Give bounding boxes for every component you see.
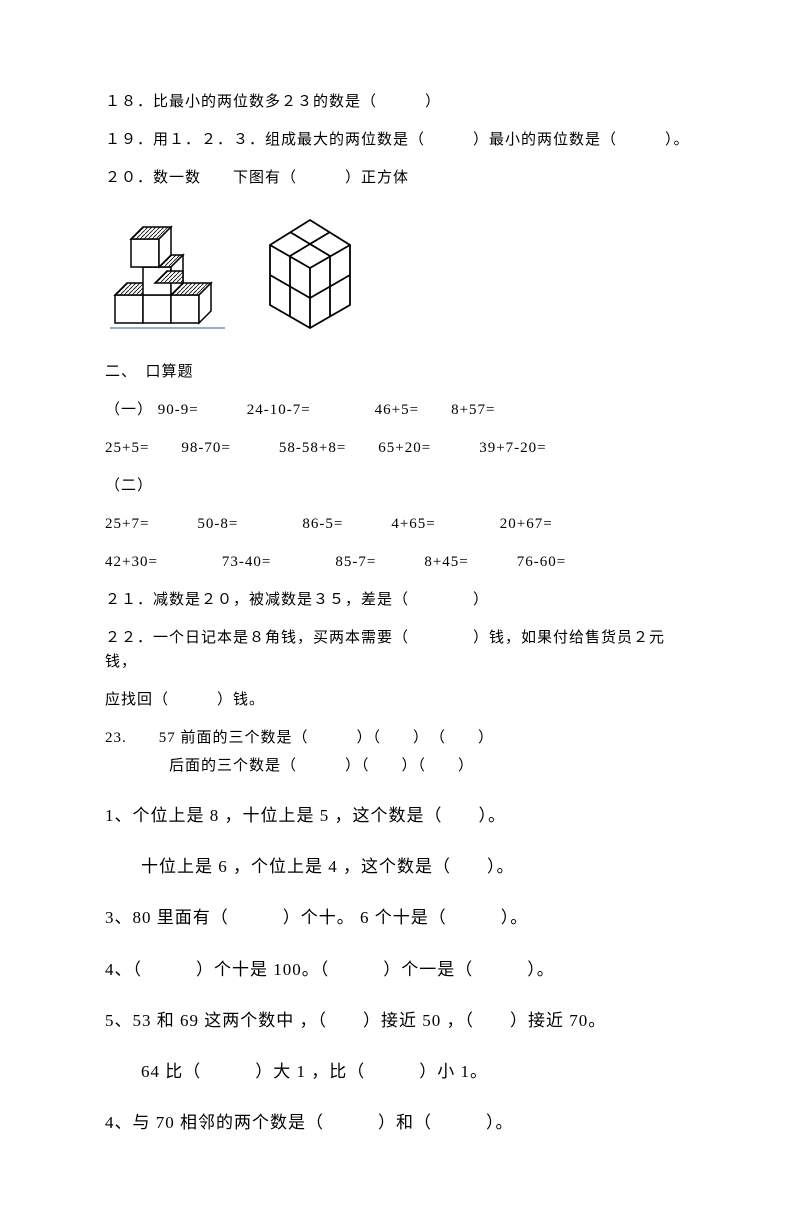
question-23a: 23. 57 前面的三个数是（ ）（ ） （ ） xyxy=(105,726,695,750)
problem-5: 5、53 和 69 这两个数中 ，（ ）接近 50 ，（ ）接近 70。 xyxy=(105,1007,695,1034)
question-22b: 应找回（ ）钱。 xyxy=(105,688,695,712)
stepped-cubes-icon xyxy=(105,210,235,330)
large-cube-icon xyxy=(255,210,375,330)
problem-3: 3、80 里面有（ ）个十。 6 个十是（ ）。 xyxy=(105,904,695,931)
calc1-row1: 90-9= 24-10-7= 46+5= 8+57= xyxy=(158,402,496,418)
problem-1: 1、个位上是 8 ，十位上是 5 ，这个数是（ ）。 xyxy=(105,802,695,829)
cube-figures xyxy=(105,210,695,330)
problem-6: 4、与 70 相邻的两个数是（ ）和（ ）。 xyxy=(105,1109,695,1136)
question-23b: 后面的三个数是（ ）（ ）（ ） xyxy=(105,754,695,778)
section-2-title: 二、 口算题 xyxy=(105,360,695,384)
calc1-label: （一） xyxy=(105,402,153,418)
question-21: ２１．减数是２０，被减数是３５，差是（ ） xyxy=(105,588,695,612)
question-22: ２２．一个日记本是８角钱，买两本需要（ ）钱，如果付给售货员２元钱， xyxy=(105,626,695,674)
problem-1b: 十位上是 6 ，个位上是 4 ，这个数是（ ）。 xyxy=(105,853,695,880)
question-19: １９．用１．２．３．组成最大的两位数是（ ）最小的两位数是（ ）。 xyxy=(105,128,695,152)
calc2-row2: 42+30= 73-40= 85-7= 8+45= 76-60= xyxy=(105,550,695,574)
question-18: １８．比最小的两位数多２３的数是（ ） xyxy=(105,90,695,114)
calc2-label: （二） xyxy=(105,474,695,498)
problem-5b: 64 比（ ）大 1 ，比（ ）小 1。 xyxy=(105,1058,695,1085)
question-20: ２０．数一数 下图有（ ）正方体 xyxy=(105,166,695,190)
calc1-row2: 25+5= 98-70= 58-58+8= 65+20= 39+7-20= xyxy=(105,436,695,460)
problem-4: 4、（ ）个十是 100。（ ）个一是（ ）。 xyxy=(105,956,695,983)
calc2-row1: 25+7= 50-8= 86-5= 4+65= 20+67= xyxy=(105,512,695,536)
calc-group-1: （一） 90-9= 24-10-7= 46+5= 8+57= xyxy=(105,398,695,422)
